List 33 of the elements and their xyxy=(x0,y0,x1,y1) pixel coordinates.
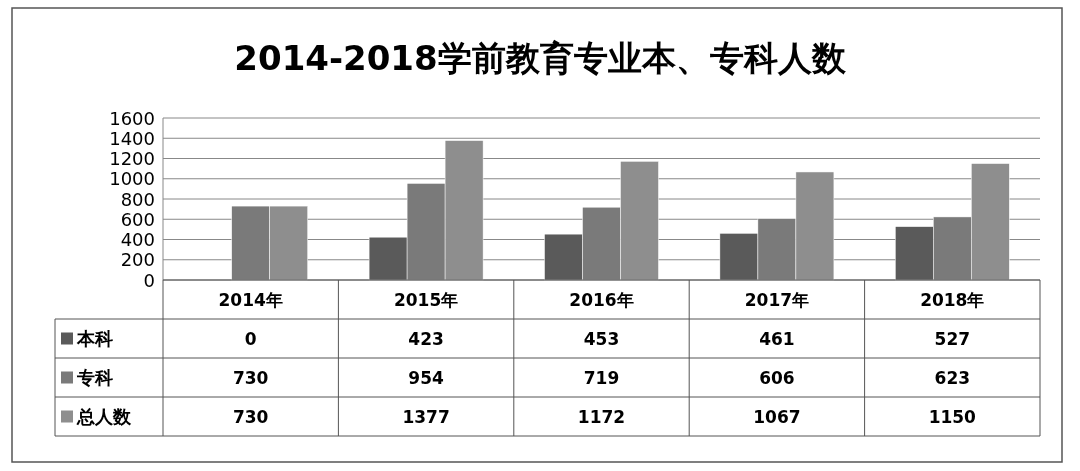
data-label: 606 xyxy=(759,367,795,388)
x-tick-label: 2017年 xyxy=(744,289,810,310)
x-tick-label: 2015年 xyxy=(393,289,459,310)
data-label: 1172 xyxy=(577,406,626,427)
y-tick-label: 200 xyxy=(120,249,155,271)
y-tick-label: 1000 xyxy=(109,168,155,190)
data-label: 461 xyxy=(759,328,795,349)
chart-title: 2014-2018学前教育专业本、专科人数 xyxy=(234,38,847,78)
x-tick-label: 2016年 xyxy=(569,289,634,310)
data-label: 954 xyxy=(408,367,445,388)
y-tick-label: 1600 xyxy=(109,107,155,129)
data-label: 527 xyxy=(934,328,971,349)
data-label: 1377 xyxy=(402,406,450,427)
data-label: 623 xyxy=(934,367,971,388)
y-tick-label: 0 xyxy=(143,269,155,291)
legend-label: 本科 xyxy=(76,328,113,349)
y-tick-label: 1400 xyxy=(109,127,155,149)
data-label: 719 xyxy=(583,367,620,388)
data-label: 1067 xyxy=(753,406,801,427)
legend-label: 专科 xyxy=(76,367,113,388)
x-tick-label: 2014年 xyxy=(218,289,283,310)
data-label: 730 xyxy=(232,367,269,388)
y-tick-label: 400 xyxy=(120,229,155,250)
data-label: 453 xyxy=(583,328,620,349)
data-label: 1150 xyxy=(928,406,977,427)
data-label: 423 xyxy=(408,328,444,349)
data-label: 0 xyxy=(244,328,257,349)
y-tick-label: 800 xyxy=(120,188,155,210)
x-tick-label: 2018年 xyxy=(920,289,985,310)
y-tick-label: 1200 xyxy=(109,148,155,169)
y-tick-label: 600 xyxy=(120,208,155,230)
data-label: 730 xyxy=(232,406,269,427)
legend-label: 总人数 xyxy=(76,406,132,427)
